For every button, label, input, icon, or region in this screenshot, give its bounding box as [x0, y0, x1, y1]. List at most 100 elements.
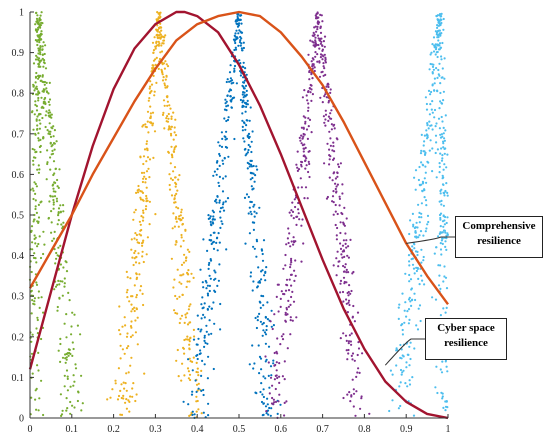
- scatter-point: [268, 406, 271, 410]
- scatter-point: [350, 354, 353, 357]
- scatter-point: [33, 297, 37, 300]
- scatter-point: [307, 170, 310, 174]
- scatter-point: [431, 43, 434, 46]
- scatter-point: [146, 149, 149, 152]
- scatter-point: [241, 119, 244, 122]
- scatter-point: [63, 374, 66, 377]
- scatter-point: [425, 204, 428, 207]
- scatter-point: [248, 165, 251, 168]
- scatter-point: [129, 335, 133, 338]
- scatter-point: [40, 79, 43, 82]
- scatter-point: [267, 345, 271, 348]
- scatter-point: [175, 220, 178, 223]
- scatter-point: [135, 276, 139, 279]
- scatter-point: [236, 19, 239, 22]
- scatter-point: [436, 26, 439, 29]
- scatter-point: [218, 263, 221, 266]
- scatter-point: [246, 151, 249, 154]
- scatter-point: [407, 298, 411, 301]
- scatter-point: [306, 99, 309, 102]
- scatter-point: [245, 105, 248, 108]
- scatter-point: [52, 201, 55, 204]
- scatter-point: [59, 337, 62, 340]
- scatter-point: [201, 307, 204, 310]
- scatter-point: [304, 122, 307, 125]
- scatter-point: [423, 134, 426, 137]
- scatter-point: [242, 96, 245, 99]
- scatter-point: [174, 134, 178, 137]
- scatter-point: [399, 343, 402, 347]
- scatter-point: [261, 259, 265, 262]
- scatter-point: [414, 231, 417, 234]
- scatter-point: [130, 238, 133, 241]
- scatter-point: [258, 312, 261, 315]
- scatter-point: [339, 242, 342, 245]
- scatter-point: [35, 327, 38, 330]
- scatter-point: [442, 191, 445, 194]
- scatter-point: [308, 78, 311, 81]
- scatter-point: [329, 91, 332, 94]
- scatter-point: [275, 295, 278, 298]
- scatter-point: [437, 284, 441, 287]
- scatter-point: [224, 145, 227, 149]
- scatter-point: [250, 185, 253, 188]
- scatter-point: [52, 183, 55, 186]
- scatter-point: [71, 341, 74, 344]
- scatter-point: [188, 305, 191, 308]
- scatter-point: [37, 35, 40, 38]
- scatter-point: [168, 183, 171, 187]
- scatter-point: [226, 104, 230, 107]
- scatter-point: [35, 17, 39, 20]
- scatter-point: [41, 75, 44, 78]
- scatter-point: [431, 147, 434, 150]
- scatter-point: [347, 340, 351, 343]
- scatter-point: [303, 143, 306, 146]
- scatter-point: [202, 388, 205, 392]
- scatter-point: [55, 251, 58, 255]
- scatter-point: [169, 162, 172, 165]
- scatter-point: [327, 119, 330, 122]
- scatter-point: [405, 315, 408, 318]
- scatter-point: [319, 31, 323, 34]
- scatter-point: [183, 253, 186, 256]
- scatter-point: [48, 200, 51, 203]
- scatter-point: [245, 73, 248, 76]
- scatter-point: [164, 86, 167, 89]
- scatter-point: [37, 137, 40, 140]
- scatter-point: [35, 261, 38, 264]
- scatter-point: [253, 247, 256, 250]
- scatter-point: [232, 81, 235, 84]
- scatter-point: [202, 238, 205, 241]
- scatter-point: [245, 124, 248, 127]
- scatter-point: [440, 371, 444, 374]
- scatter-point: [445, 182, 448, 185]
- scatter-point: [329, 112, 332, 115]
- scatter-point: [170, 117, 173, 120]
- scatter-point: [142, 260, 145, 264]
- scatter-point: [190, 393, 194, 396]
- scatter-point: [128, 300, 131, 303]
- scatter-point: [170, 194, 174, 197]
- scatter-point: [37, 96, 40, 100]
- scatter-point: [269, 320, 272, 323]
- scatter-point: [316, 17, 319, 20]
- scatter-point: [196, 367, 199, 370]
- scatter-point: [73, 406, 76, 409]
- scatter-point: [225, 80, 228, 84]
- scatter-point: [199, 330, 202, 333]
- scatter-point: [443, 194, 446, 197]
- scatter-point: [138, 233, 141, 236]
- scatter-point: [40, 11, 43, 14]
- scatter-point: [430, 124, 433, 127]
- scatter-point: [335, 137, 338, 140]
- scatter-point: [415, 324, 418, 327]
- scatter-point: [147, 167, 150, 170]
- scatter-point: [142, 177, 145, 180]
- scatter-point: [245, 152, 248, 155]
- scatter-point: [218, 175, 221, 178]
- scatter-point: [239, 39, 242, 42]
- scatter-point: [134, 208, 137, 211]
- scatter-point: [288, 232, 291, 235]
- scatter-point: [412, 225, 415, 228]
- scatter-point: [330, 123, 333, 126]
